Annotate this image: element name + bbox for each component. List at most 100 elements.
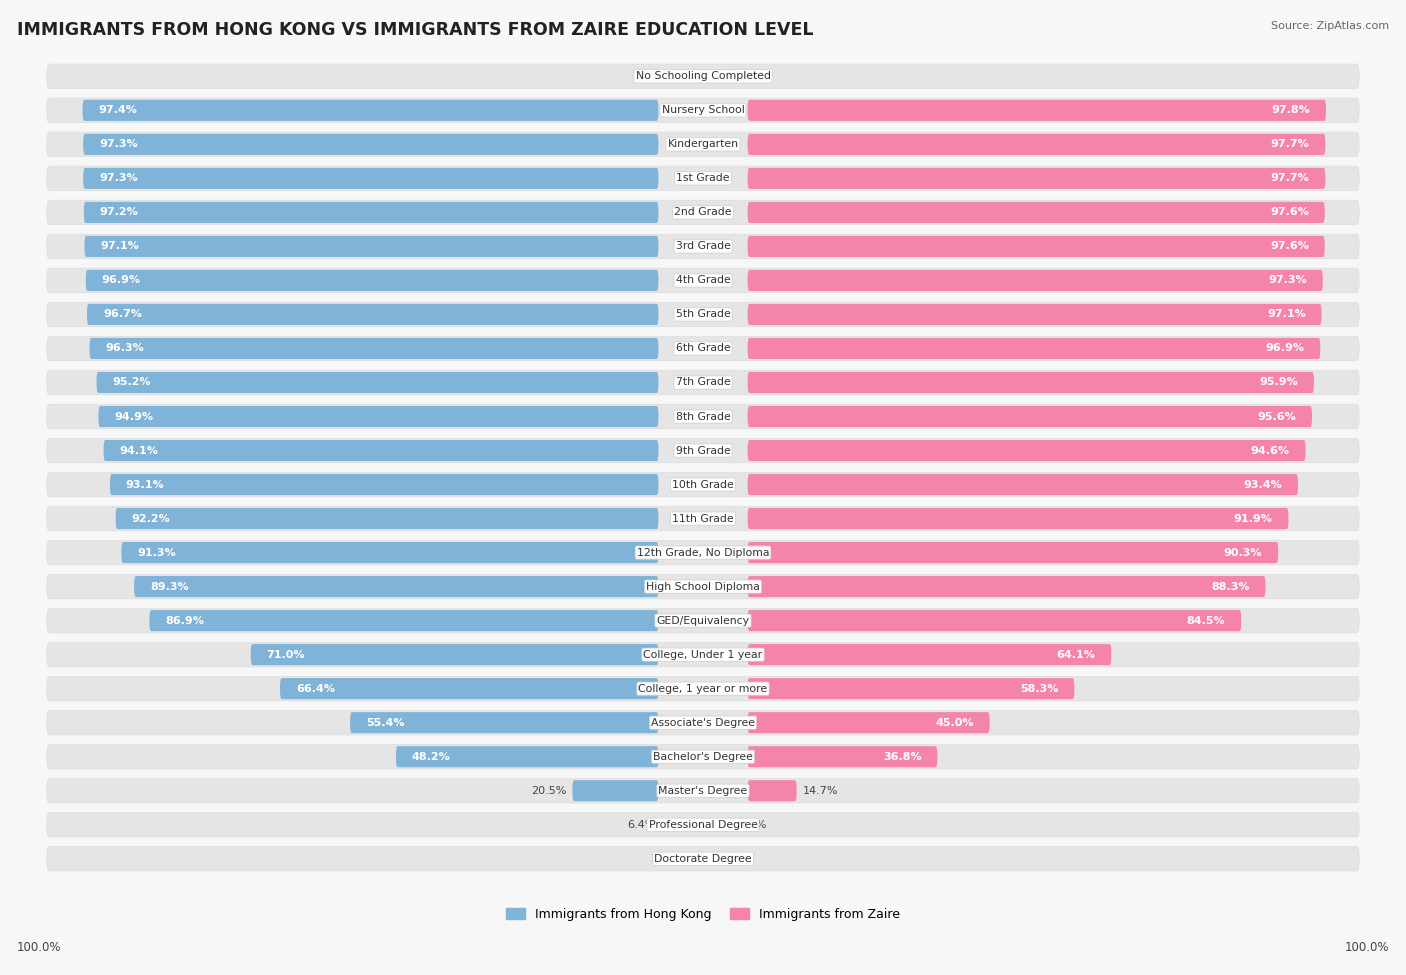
Text: 45.0%: 45.0%	[935, 718, 974, 727]
Text: 2.8%: 2.8%	[651, 854, 679, 864]
Text: 66.4%: 66.4%	[295, 683, 335, 693]
Text: 12th Grade, No Diploma: 12th Grade, No Diploma	[637, 548, 769, 558]
Text: 97.3%: 97.3%	[98, 139, 138, 149]
Text: 91.3%: 91.3%	[138, 548, 176, 558]
Text: 64.1%: 64.1%	[1056, 649, 1095, 660]
Text: Nursery School: Nursery School	[662, 105, 744, 115]
FancyBboxPatch shape	[46, 643, 1360, 667]
Text: 2.3%: 2.3%	[724, 71, 752, 81]
Text: 7th Grade: 7th Grade	[676, 377, 730, 387]
FancyBboxPatch shape	[748, 371, 1315, 393]
Text: 6th Grade: 6th Grade	[676, 343, 730, 354]
FancyBboxPatch shape	[46, 472, 1360, 497]
FancyBboxPatch shape	[46, 574, 1360, 599]
Text: 95.2%: 95.2%	[112, 377, 150, 387]
Text: Bachelor's Degree: Bachelor's Degree	[652, 752, 754, 761]
Text: 4.5%: 4.5%	[738, 820, 766, 830]
Text: 96.9%: 96.9%	[1265, 343, 1305, 354]
FancyBboxPatch shape	[250, 644, 658, 665]
Text: 95.9%: 95.9%	[1260, 377, 1298, 387]
Text: 2.7%: 2.7%	[651, 71, 679, 81]
Text: 94.6%: 94.6%	[1251, 446, 1289, 455]
Text: 10th Grade: 10th Grade	[672, 480, 734, 489]
FancyBboxPatch shape	[46, 439, 1360, 463]
Text: 97.2%: 97.2%	[100, 208, 138, 217]
FancyBboxPatch shape	[748, 99, 1326, 121]
FancyBboxPatch shape	[748, 508, 1288, 529]
FancyBboxPatch shape	[46, 711, 1360, 735]
FancyBboxPatch shape	[83, 168, 658, 189]
Text: 97.4%: 97.4%	[98, 105, 138, 115]
Text: Master's Degree: Master's Degree	[658, 786, 748, 796]
FancyBboxPatch shape	[46, 745, 1360, 769]
Text: 96.7%: 96.7%	[103, 309, 142, 320]
FancyBboxPatch shape	[748, 746, 938, 767]
FancyBboxPatch shape	[46, 405, 1360, 429]
FancyBboxPatch shape	[46, 370, 1360, 395]
FancyBboxPatch shape	[121, 542, 658, 564]
FancyBboxPatch shape	[748, 440, 1306, 461]
Text: 2.0%: 2.0%	[723, 854, 751, 864]
Text: 100.0%: 100.0%	[17, 941, 62, 954]
Text: 14.7%: 14.7%	[803, 786, 838, 796]
FancyBboxPatch shape	[149, 610, 658, 631]
FancyBboxPatch shape	[748, 202, 1324, 223]
Text: 58.3%: 58.3%	[1021, 683, 1059, 693]
Text: 97.6%: 97.6%	[1270, 242, 1309, 252]
Text: 89.3%: 89.3%	[150, 582, 188, 592]
FancyBboxPatch shape	[115, 508, 658, 529]
FancyBboxPatch shape	[86, 270, 658, 291]
FancyBboxPatch shape	[98, 406, 658, 427]
FancyBboxPatch shape	[748, 712, 990, 733]
Text: 11th Grade: 11th Grade	[672, 514, 734, 524]
Text: 88.3%: 88.3%	[1211, 582, 1250, 592]
Text: 8th Grade: 8th Grade	[676, 411, 730, 421]
FancyBboxPatch shape	[46, 200, 1360, 224]
Text: 97.1%: 97.1%	[100, 242, 139, 252]
Text: 3rd Grade: 3rd Grade	[675, 242, 731, 252]
Text: 100.0%: 100.0%	[1344, 941, 1389, 954]
Text: 95.6%: 95.6%	[1257, 411, 1296, 421]
FancyBboxPatch shape	[46, 234, 1360, 258]
FancyBboxPatch shape	[572, 780, 658, 801]
FancyBboxPatch shape	[46, 302, 1360, 327]
FancyBboxPatch shape	[84, 236, 658, 257]
Text: 55.4%: 55.4%	[366, 718, 405, 727]
Text: 90.3%: 90.3%	[1223, 548, 1263, 558]
FancyBboxPatch shape	[748, 304, 1322, 325]
FancyBboxPatch shape	[46, 608, 1360, 633]
FancyBboxPatch shape	[748, 270, 1323, 291]
FancyBboxPatch shape	[134, 576, 658, 597]
FancyBboxPatch shape	[748, 134, 1326, 155]
FancyBboxPatch shape	[46, 268, 1360, 292]
Text: 97.7%: 97.7%	[1271, 139, 1309, 149]
FancyBboxPatch shape	[350, 712, 658, 733]
Text: 1st Grade: 1st Grade	[676, 174, 730, 183]
FancyBboxPatch shape	[46, 812, 1360, 837]
FancyBboxPatch shape	[280, 678, 658, 699]
FancyBboxPatch shape	[46, 778, 1360, 803]
FancyBboxPatch shape	[46, 64, 1360, 89]
Text: GED/Equivalency: GED/Equivalency	[657, 615, 749, 626]
FancyBboxPatch shape	[46, 98, 1360, 123]
Text: No Schooling Completed: No Schooling Completed	[636, 71, 770, 81]
Text: 94.9%: 94.9%	[114, 411, 153, 421]
FancyBboxPatch shape	[90, 338, 658, 359]
Text: 97.8%: 97.8%	[1271, 105, 1310, 115]
FancyBboxPatch shape	[748, 236, 1324, 257]
Text: 97.3%: 97.3%	[98, 174, 138, 183]
Text: IMMIGRANTS FROM HONG KONG VS IMMIGRANTS FROM ZAIRE EDUCATION LEVEL: IMMIGRANTS FROM HONG KONG VS IMMIGRANTS …	[17, 21, 814, 39]
Text: 48.2%: 48.2%	[412, 752, 451, 761]
Text: 4th Grade: 4th Grade	[676, 276, 730, 286]
FancyBboxPatch shape	[46, 166, 1360, 191]
Text: 9th Grade: 9th Grade	[676, 446, 730, 455]
Text: 6.4%: 6.4%	[627, 820, 655, 830]
Text: Kindergarten: Kindergarten	[668, 139, 738, 149]
Text: 97.6%: 97.6%	[1270, 208, 1309, 217]
FancyBboxPatch shape	[46, 677, 1360, 701]
FancyBboxPatch shape	[104, 440, 658, 461]
Text: Source: ZipAtlas.com: Source: ZipAtlas.com	[1271, 21, 1389, 31]
Text: 97.1%: 97.1%	[1267, 309, 1306, 320]
FancyBboxPatch shape	[46, 846, 1360, 871]
FancyBboxPatch shape	[46, 336, 1360, 361]
